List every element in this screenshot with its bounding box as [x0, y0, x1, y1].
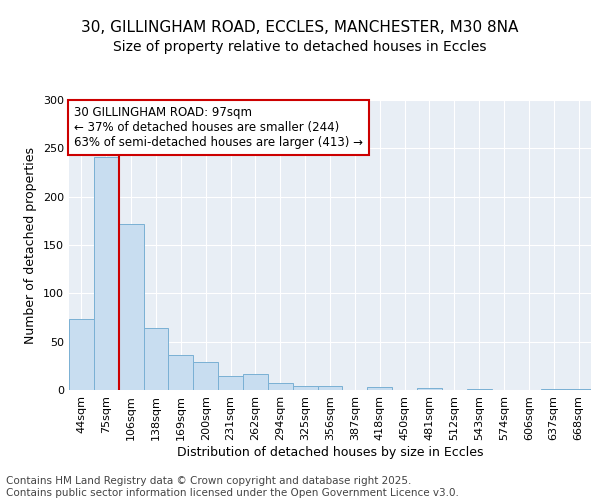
Text: 30 GILLINGHAM ROAD: 97sqm
← 37% of detached houses are smaller (244)
63% of semi: 30 GILLINGHAM ROAD: 97sqm ← 37% of detac… [74, 106, 363, 149]
Text: 30, GILLINGHAM ROAD, ECCLES, MANCHESTER, M30 8NA: 30, GILLINGHAM ROAD, ECCLES, MANCHESTER,… [82, 20, 518, 35]
Bar [566, 389, 591, 390]
Bar [367, 387, 392, 390]
Bar [417, 388, 442, 390]
Bar [268, 383, 293, 390]
Bar [541, 389, 566, 390]
Bar [169, 355, 193, 390]
Bar [467, 389, 491, 390]
Bar [69, 320, 94, 390]
Bar [218, 376, 243, 390]
Bar [293, 386, 317, 390]
Text: Size of property relative to detached houses in Eccles: Size of property relative to detached ho… [113, 40, 487, 54]
Bar [193, 362, 218, 390]
X-axis label: Distribution of detached houses by size in Eccles: Distribution of detached houses by size … [177, 446, 483, 458]
Bar [143, 328, 169, 390]
Bar [94, 157, 119, 390]
Bar [317, 386, 343, 390]
Bar [243, 374, 268, 390]
Bar [119, 224, 143, 390]
Y-axis label: Number of detached properties: Number of detached properties [25, 146, 37, 344]
Text: Contains HM Land Registry data © Crown copyright and database right 2025.
Contai: Contains HM Land Registry data © Crown c… [6, 476, 459, 498]
